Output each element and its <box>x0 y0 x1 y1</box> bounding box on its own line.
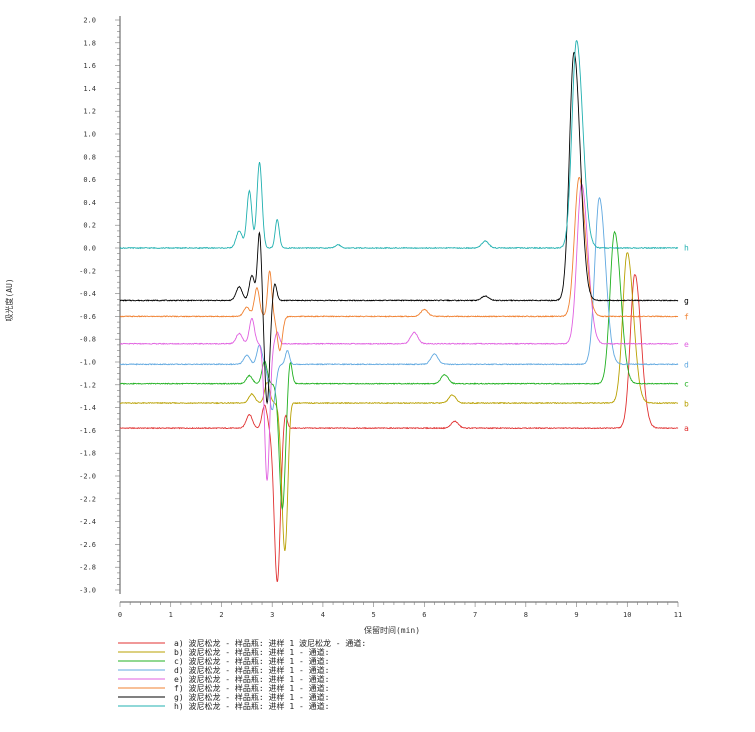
y-axis-title: 吸光度(AU) <box>4 278 14 321</box>
trace-tag-e: e <box>684 340 689 349</box>
x-tick-label: 3 <box>270 611 274 619</box>
y-tick-label: -0.2 <box>79 267 96 275</box>
legend-entry-g: g) 波尼松龙 - 样品瓶: 进样 1 - 通道: <box>174 692 329 702</box>
x-axis-title: 保留时间(min) <box>364 625 420 635</box>
trace-a <box>119 274 679 583</box>
y-tick-label: -2.8 <box>79 564 96 572</box>
x-axis: 0 1 2 3 4 5 6 7 8 9 10 11 <box>118 601 682 619</box>
y-tick-label: 0.4 <box>83 199 96 207</box>
x-tick-label: 1 <box>169 611 173 619</box>
y-tick-label: -1.4 <box>79 404 96 412</box>
x-tick-label: 0 <box>118 611 122 619</box>
trace-tag-a: a <box>684 424 689 433</box>
y-tick-label: 1.4 <box>83 85 96 93</box>
trace-tag-g: g <box>684 296 689 305</box>
y-tick-label: 2.0 <box>83 17 96 25</box>
y-tick-label: 0.8 <box>83 153 96 161</box>
x-tick-label: 5 <box>372 611 376 619</box>
x-tick-label: 4 <box>321 611 325 619</box>
y-tick-label: -0.8 <box>79 336 96 344</box>
x-tick-label: 7 <box>473 611 477 619</box>
trace-b <box>119 252 679 551</box>
trace-c <box>119 230 679 511</box>
trace-tag-h: h <box>684 244 689 253</box>
trace-g <box>119 51 679 405</box>
legend-entry-d: d) 波尼松龙 - 样品瓶: 进样 1 - 通道: <box>174 665 329 675</box>
x-tick-label: 10 <box>623 611 631 619</box>
y-tick-label: -0.6 <box>79 313 96 321</box>
y-tick-label: 1.0 <box>83 131 96 139</box>
y-tick-label: -1.2 <box>79 381 96 389</box>
legend: a) 波尼松龙 - 样品瓶: 进样 1 波尼松龙 - 通道:b) 波尼松龙 - … <box>118 638 366 711</box>
y-tick-label: 1.2 <box>83 108 96 116</box>
trace-e <box>119 183 679 481</box>
legend-entry-e: e) 波尼松龙 - 样品瓶: 进样 1 - 通道: <box>174 674 329 684</box>
x-tick-label: 11 <box>674 611 682 619</box>
legend-entry-a: a) 波尼松龙 - 样品瓶: 进样 1 波尼松龙 - 通道: <box>174 638 366 648</box>
y-tick-label: -2.2 <box>79 495 96 503</box>
y-tick-label: 1.6 <box>83 62 96 70</box>
legend-entry-b: b) 波尼松龙 - 样品瓶: 进样 1 - 通道: <box>174 647 329 657</box>
y-tick-label: -0.4 <box>79 290 96 298</box>
x-tick-label: 9 <box>574 611 578 619</box>
x-tick-label: 2 <box>219 611 223 619</box>
trace-tag-d: d <box>684 361 689 370</box>
y-tick-label: -1.8 <box>79 450 96 458</box>
trace-tag-f: f <box>684 313 689 322</box>
traces <box>119 39 679 583</box>
trace-tag-b: b <box>684 399 689 408</box>
y-tick-label: -1.0 <box>79 359 96 367</box>
y-tick-label: 1.8 <box>83 39 96 47</box>
trace-d <box>119 196 679 411</box>
legend-entry-f: f) 波尼松龙 - 样品瓶: 进样 1 - 通道: <box>174 683 329 693</box>
y-tick-label: -1.6 <box>79 427 96 435</box>
trace-tag-c: c <box>684 380 689 389</box>
y-tick-label: -2.0 <box>79 473 96 481</box>
trace-h <box>119 39 679 250</box>
y-tick-label: 0.0 <box>83 245 96 253</box>
y-tick-label: -3.0 <box>79 587 96 595</box>
y-axis: 2.0 1.8 1.6 1.4 1.2 1.0 0.8 0.6 0.4 0.2 0.0 -0.2 -0.… <box>79 16 121 595</box>
x-tick-label: 6 <box>422 611 426 619</box>
y-tick-label: -2.6 <box>79 541 96 549</box>
trace-tags: a b c d e fg h <box>684 244 689 433</box>
y-tick-label: 0.6 <box>83 176 96 184</box>
legend-entry-h: h) 波尼松龙 - 样品瓶: 进样 1 - 通道: <box>174 701 329 711</box>
trace-f <box>119 177 679 352</box>
x-tick-label: 8 <box>524 611 528 619</box>
y-tick-label: 0.2 <box>83 222 96 230</box>
y-tick-label: -2.4 <box>79 518 96 526</box>
legend-entry-c: c) 波尼松龙 - 样品瓶: 进样 1 - 通道: <box>174 656 329 666</box>
